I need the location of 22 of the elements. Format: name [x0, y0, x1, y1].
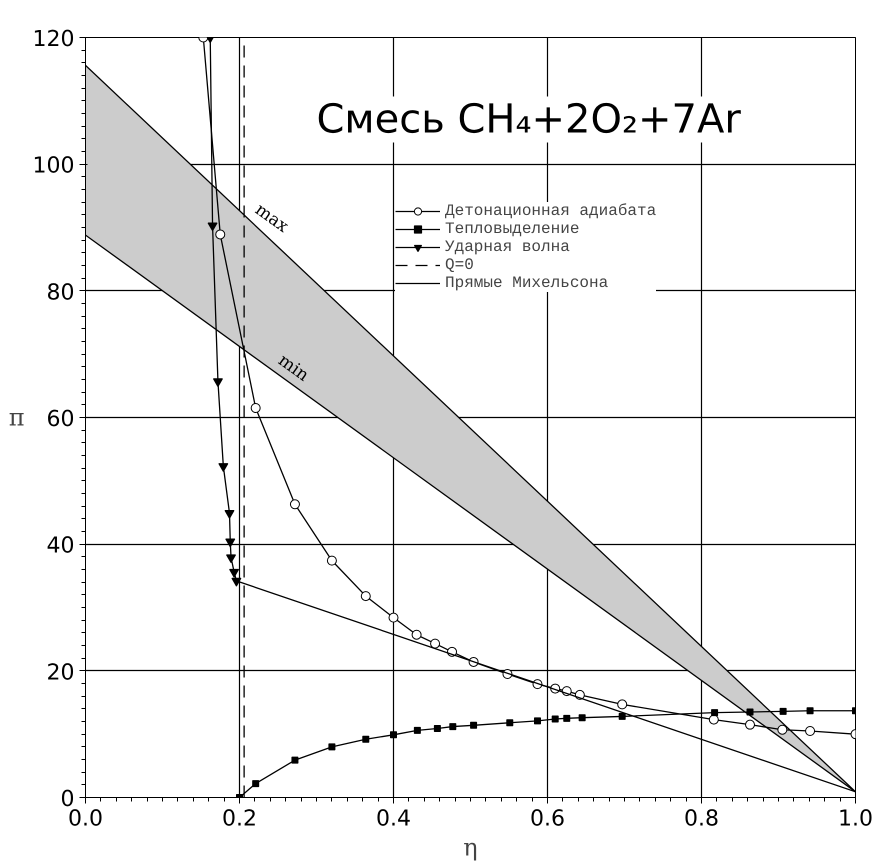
x-axis-title: η [463, 834, 478, 862]
x-tick-label: 1.0 [838, 806, 874, 832]
y-tick-label: 60 [46, 407, 75, 432]
x-tick-label: 0.6 [530, 806, 566, 832]
y-tick-label: 120 [32, 27, 75, 52]
legend-label: Ударная волна [445, 238, 570, 256]
annotation: min [274, 350, 312, 386]
x-tick-label: 0.2 [222, 806, 258, 832]
text: Смесь CH₄+2O₂+7Ar [316, 96, 742, 142]
y-tick-label: 100 [32, 154, 75, 179]
legend-label: Детонационная адиабата [445, 202, 656, 220]
legend-label: Q=0 [445, 256, 474, 274]
x-tick-label: 0.4 [376, 806, 412, 832]
annotation: max [251, 200, 292, 238]
y-tick-label: 40 [46, 534, 75, 559]
y-tick-label: 80 [46, 280, 75, 306]
legend-label: Прямые Михельсона [445, 274, 608, 292]
x-tick-label: 0.0 [68, 806, 104, 832]
y-axis-title: π [8, 404, 25, 432]
y-tick-label: 20 [46, 660, 75, 686]
legend-label: Тепловыделение [445, 220, 580, 238]
x-tick-label: 0.8 [684, 806, 720, 832]
